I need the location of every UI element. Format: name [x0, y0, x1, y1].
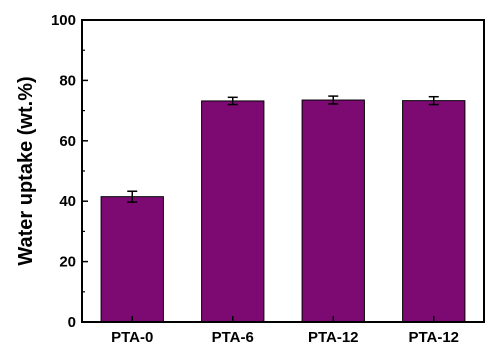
- y-tick-label-0: 0: [68, 314, 76, 331]
- bar-3: [402, 100, 466, 323]
- error-bar-2: [328, 95, 339, 105]
- bar-0: [100, 196, 164, 323]
- y-tick-label-1: 20: [59, 254, 76, 271]
- bar-1: [201, 100, 265, 323]
- y-tick-label-5: 100: [51, 12, 76, 29]
- bar-2: [301, 99, 365, 323]
- error-bar-0: [127, 190, 138, 203]
- y-tick-label-4: 80: [59, 72, 76, 89]
- x-tick-label-2: PTA-12: [308, 329, 359, 346]
- error-bar-3: [428, 95, 439, 106]
- x-tick-label-1: PTA-6: [212, 329, 254, 346]
- y-axis-title: Water uptake (wt.%): [15, 76, 37, 265]
- error-bars: [127, 95, 439, 203]
- y-axis: 0 20 40 60 80 100: [51, 12, 88, 331]
- x-tick-label-0: PTA-0: [111, 329, 153, 346]
- x-axis: PTA-0 PTA-6 PTA-12 PTA-12: [111, 316, 459, 346]
- x-tick-label-3: PTA-12: [408, 329, 459, 346]
- bars: [100, 99, 466, 323]
- y-tick-label-2: 40: [59, 193, 76, 210]
- y-tick-label-3: 60: [59, 133, 76, 150]
- error-bar-1: [227, 96, 238, 106]
